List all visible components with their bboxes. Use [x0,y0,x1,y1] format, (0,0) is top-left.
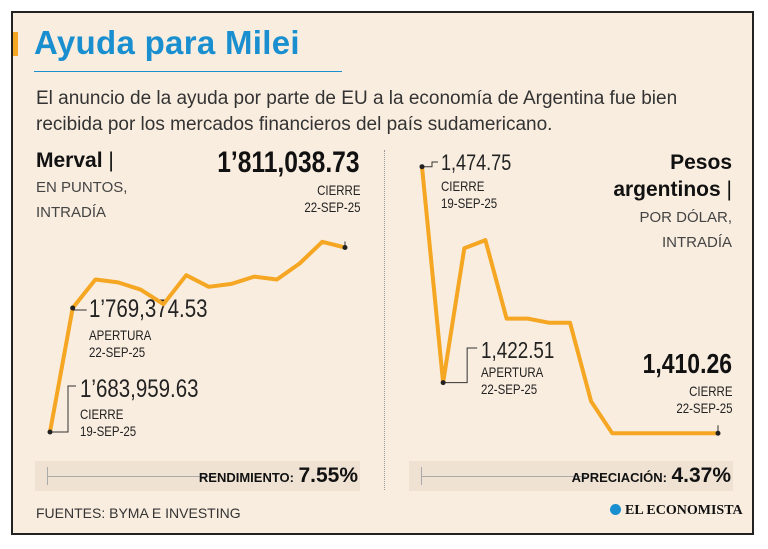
peso-prev-close-value: 1,474.75 [441,150,512,175]
peso-unit: POR DÓLAR, INTRADÍA [639,205,732,255]
peso-close-caption: CIERRE 22-SEP-25 [676,383,732,417]
peso-open-leader [443,347,478,384]
page-title: Ayuda para Milei [34,24,300,61]
merval-performance-value: 7.55% [298,464,358,487]
peso-open-caption: APERTURA 22-SEP-25 [481,364,543,398]
merval-open-date: 22-SEP-25 [89,344,146,360]
merval-title-text: Merval [36,149,103,172]
peso-title: Pesos argentinos | [613,149,732,203]
peso-strip-line [421,476,586,477]
merval-open-caption: APERTURA 22-SEP-25 [89,327,151,361]
merval-open-value: 1’769,374.53 [89,295,208,323]
peso-prev-close-label: CIERRE [441,178,485,194]
peso-close-label: CIERRE [688,383,732,399]
merval-close-date: 22-SEP-25 [303,199,360,215]
peso-close-point [715,430,721,436]
peso-open-date: 22-SEP-25 [481,381,538,397]
peso-prev-close-caption: CIERRE 19-SEP-25 [441,178,497,212]
title-underline [34,71,342,72]
infographic-frame [11,11,754,535]
merval-strip-line [47,476,217,477]
logo-icon [610,504,621,515]
title-accent-bar [13,32,18,56]
merval-prev-close-caption: CIERRE 19-SEP-25 [80,406,136,440]
peso-performance: APRECIACIÓN: 4.37% [572,464,731,488]
merval-prev-close-label: CIERRE [80,406,124,422]
merval-close-value: 1’811,038.73 [217,146,360,179]
merval-prev-close-point [47,429,53,435]
merval-series-line [48,239,347,434]
merval-open-point [70,305,76,311]
merval-close-point [342,245,348,251]
peso-open-point [440,380,446,386]
subtitle: El anuncio de la ayuda por parte de EU a… [36,88,678,135]
merval-title-separator: | [108,149,114,172]
peso-performance-strip: APRECIACIÓN: 4.37% [409,461,733,491]
merval-prev-close-leader [50,385,76,433]
merval-performance-label: RENDIMIENTO: [198,470,294,485]
peso-performance-label: APRECIACIÓN: [571,470,667,485]
peso-prev-close-leader [422,161,438,168]
merval-prev-close-value: 1’683,959.63 [80,375,199,403]
merval-prev-close-date: 19-SEP-25 [80,423,137,439]
peso-series-line [420,164,720,436]
merval-unit: EN PUNTOS, INTRADÍA [36,175,127,225]
peso-open-value: 1,422.51 [481,337,555,363]
merval-open-label: APERTURA [89,327,152,343]
peso-prev-close-point [419,164,425,170]
merval-performance: RENDIMIENTO: 7.55% [199,464,358,488]
peso-title-separator: | [726,178,732,201]
peso-prev-close-date: 19-SEP-25 [441,195,498,211]
peso-open-label: APERTURA [481,364,544,380]
merval-close-label: CIERRE [316,182,360,198]
peso-close-date: 22-SEP-25 [675,400,732,416]
merval-unit-line2: INTRADÍA [36,204,107,221]
peso-unit-line1: POR DÓLAR, [639,209,732,226]
peso-title-line1: Pesos [670,151,732,174]
peso-title-line2: argentinos [613,178,721,201]
source-note: FUENTES: BYMA E INVESTING [36,505,241,521]
chart-divider [384,150,385,490]
peso-close-value: 1,410.26 [642,348,732,379]
publisher-logo: EL ECONOMISTA [610,503,743,519]
logo-text: EL ECONOMISTA [625,503,743,518]
merval-close-caption: CIERRE 22-SEP-25 [304,182,360,216]
peso-performance-value: 4.37% [671,464,731,487]
merval-performance-strip: RENDIMIENTO: 7.55% [35,461,360,491]
peso-unit-line2: INTRADÍA [661,234,732,251]
merval-title: Merval | [36,149,114,173]
merval-unit-line1: EN PUNTOS, [36,179,128,196]
